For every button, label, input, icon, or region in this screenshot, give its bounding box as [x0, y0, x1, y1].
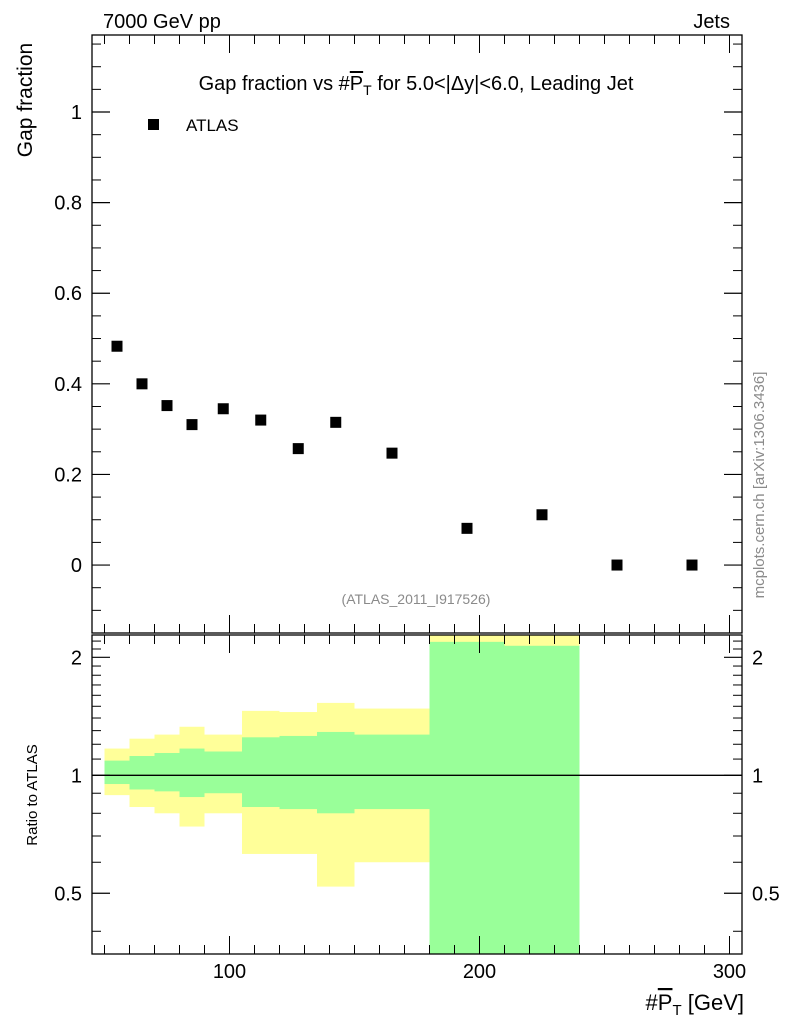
- stat-uncertainty-bin: [104, 760, 130, 785]
- ratio-panel: 0.5 0.5 1 1 2 2 100 200 300 Ratio to ATLAS #PT …: [24, 634, 780, 1019]
- ratio-y-tick-label-right: 2: [752, 647, 763, 669]
- ratio-y-tick-label: 0.5: [54, 883, 82, 905]
- stat-uncertainty-bin: [242, 737, 280, 808]
- main-panel: 0 0.2 0.4 0.6 0.8 1 Gap fraction vs #PT for 5…: [14, 34, 743, 634]
- x-tick-label: 200: [463, 961, 496, 983]
- data-point: [611, 559, 623, 571]
- data-point: [386, 447, 398, 459]
- stat-uncertainty-bin: [429, 641, 505, 954]
- data-point: [292, 443, 304, 455]
- stat-uncertainty-bin: [154, 752, 180, 792]
- process-label: Jets: [693, 11, 730, 33]
- ratio-y-tick-labels: 0.5 0.5 1 1 2 2: [54, 647, 780, 905]
- ratio-y-tick-label-right: 0.5: [752, 883, 780, 905]
- y-tick-label: 0: [71, 555, 82, 577]
- main-y-tick-labels: 0 0.2 0.4 0.6 0.8 1: [54, 102, 82, 577]
- stat-uncertainty-bin: [204, 751, 242, 794]
- ratio-frame: [91, 634, 743, 955]
- ratio-y-tick-label: 2: [71, 647, 82, 669]
- stat-uncertainty-bin: [317, 731, 355, 814]
- chart-title: Gap fraction vs #PT for 5.0<|Δy|<6.0, Le…: [199, 73, 634, 98]
- main-axis-ticks: [92, 35, 742, 634]
- data-point: [136, 378, 148, 390]
- y-tick-label: 0.4: [54, 374, 82, 396]
- ratio-y-tick-label: 1: [71, 765, 82, 787]
- ratio-y-axis-label: Ratio to ATLAS: [24, 744, 41, 845]
- data-point: [461, 522, 473, 534]
- y-tick-label: 1: [71, 102, 82, 124]
- main-frame: [91, 34, 743, 634]
- ratio-y-tick-label-right: 1: [752, 765, 763, 787]
- x-tick-label: 300: [713, 961, 746, 983]
- data-point: [161, 400, 173, 412]
- data-point: [186, 419, 198, 431]
- y-tick-label: 0.8: [54, 193, 82, 215]
- collision-label: 7000 GeV pp: [103, 11, 221, 33]
- stat-uncertainty-bin: [179, 748, 205, 798]
- data-point: [686, 559, 698, 571]
- stat-uncertainty-bin: [129, 756, 155, 790]
- stat-uncertainty-bin: [354, 734, 430, 810]
- legend-label: ATLAS: [186, 116, 239, 135]
- x-tick-labels: 100 200 300: [213, 961, 746, 983]
- data-point: [255, 414, 267, 426]
- data-point: [536, 509, 548, 521]
- y-axis-label: Gap fraction: [14, 43, 37, 157]
- uncertainty-bands: [104, 635, 580, 954]
- legend-marker: [148, 119, 159, 130]
- y-tick-label: 0.2: [54, 464, 82, 486]
- y-tick-label: 0.6: [54, 283, 82, 305]
- x-axis-label: #PT [GeV]: [646, 990, 744, 1019]
- stat-uncertainty-bin: [279, 735, 317, 810]
- stat-uncertainty-bin: [504, 645, 580, 954]
- source-label: mcplots.cern.ch [arXiv:1306.3436]: [751, 372, 768, 599]
- data-point: [217, 403, 229, 415]
- analysis-id: (ATLAS_2011_I917526): [342, 591, 491, 607]
- data-point: [111, 340, 123, 352]
- data-point: [330, 416, 342, 428]
- x-tick-label: 100: [213, 961, 246, 983]
- data-points: [111, 340, 698, 571]
- ratio-axis-ticks: [92, 635, 742, 954]
